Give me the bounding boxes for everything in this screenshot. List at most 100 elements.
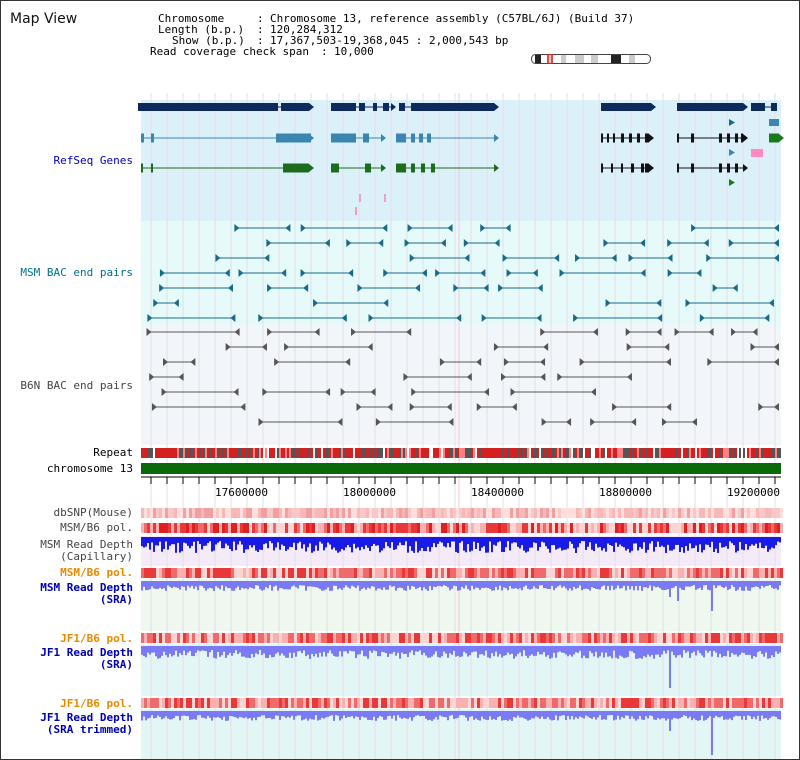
read-depth-bar <box>471 581 473 586</box>
heat-cell <box>522 523 525 533</box>
heat-cell <box>156 633 159 643</box>
read-depth-bar <box>219 537 221 542</box>
read-depth-bar <box>467 711 469 721</box>
track-label-msm-pol-1[interactable]: MSM/B6 pol. <box>60 521 133 534</box>
read-depth-bar <box>417 646 419 652</box>
heat-cell <box>558 568 561 578</box>
heat-cell <box>729 523 732 533</box>
track-label-jf1-depth-trimmed[interactable]: JF1 Read Depth <box>40 711 133 724</box>
repeat-segment <box>657 448 659 458</box>
read-depth-bar <box>747 711 749 716</box>
track-label-msm-depth-capillary[interactable]: MSM Read Depth <box>40 538 133 551</box>
heat-cell <box>333 698 336 708</box>
read-depth-bar <box>667 646 669 651</box>
read-depth-bar <box>225 711 227 721</box>
track-label-repeat[interactable]: Repeat <box>93 446 133 459</box>
track-label-jf1-depth-sra[interactable]: JF1 Read Depth <box>40 646 133 659</box>
read-depth-bar <box>467 646 469 657</box>
bac-end-marker <box>266 239 272 247</box>
heat-cell <box>615 508 618 518</box>
read-depth-bar <box>683 646 685 651</box>
read-depth-bar <box>441 646 443 657</box>
gene-exon <box>677 133 679 143</box>
repeat-segment <box>725 448 727 458</box>
read-depth-bar <box>261 537 263 550</box>
read-depth-bar <box>299 711 301 716</box>
read-depth-bar <box>405 537 407 542</box>
chromosome-ideogram[interactable] <box>531 54 651 64</box>
read-depth-bar <box>213 537 215 551</box>
read-depth-bar <box>253 581 255 589</box>
heat-cell <box>501 523 504 533</box>
read-depth-bar <box>401 711 403 719</box>
read-depth-bar <box>611 711 613 716</box>
heat-cell <box>348 698 351 708</box>
read-depth-bar <box>431 537 433 548</box>
bac-end-marker <box>666 403 672 411</box>
read-depth-bar <box>355 711 357 717</box>
bac-end-marker <box>448 418 454 426</box>
track-label-msm-pol-2[interactable]: MSM/B6 pol. <box>60 566 133 579</box>
read-depth-bar <box>219 711 221 719</box>
heat-cell <box>603 633 606 643</box>
heat-cell <box>714 633 717 643</box>
read-depth-bar <box>369 581 371 589</box>
read-depth-bar <box>499 581 501 586</box>
read-depth-bar <box>391 581 393 587</box>
read-depth-bar <box>405 646 407 654</box>
bac-end-marker <box>163 358 169 366</box>
repeat-segment <box>679 448 681 458</box>
heat-cell <box>765 508 768 518</box>
repeat-segment <box>211 448 213 458</box>
track-label-b6n-bac[interactable]: B6N BAC end pairs <box>20 379 133 392</box>
track-label-chromosome[interactable]: chromosome 13 <box>46 462 133 475</box>
read-depth-bar <box>709 537 711 548</box>
read-depth-bar <box>589 581 591 591</box>
track-label-jf1-pol-2[interactable]: JF1/B6 pol. <box>60 697 133 710</box>
read-depth-bar <box>467 581 469 590</box>
heat-cell <box>150 523 153 533</box>
heat-cell <box>369 523 372 533</box>
heat-cell <box>732 508 735 518</box>
heat-cell <box>576 508 579 518</box>
read-depth-bar <box>237 711 239 719</box>
read-depth-bar <box>769 537 771 550</box>
track-label-refseq[interactable]: RefSeq Genes <box>53 154 133 167</box>
track-label-msm-depth-capillary-sub: (Capillary) <box>60 550 133 563</box>
read-depth-bar <box>477 537 479 543</box>
heat-cell <box>285 633 288 643</box>
read-depth-bar <box>157 646 159 659</box>
read-depth-bar <box>159 537 161 542</box>
read-depth-bar <box>185 711 187 717</box>
repeat-segment <box>243 448 245 458</box>
heat-cell <box>216 523 219 533</box>
read-depth-bar <box>409 646 411 653</box>
heat-cell <box>348 568 351 578</box>
read-depth-bar <box>493 581 495 591</box>
heat-cell <box>165 698 168 708</box>
read-depth-bar <box>495 537 497 546</box>
track-label-dbsnp[interactable]: dbSNP(Mouse) <box>53 506 133 519</box>
bac-end-marker <box>732 284 738 292</box>
read-depth-bar <box>579 537 581 544</box>
read-depth-bar <box>395 711 397 721</box>
repeat-segment <box>753 448 755 458</box>
read-depth-bar <box>367 537 369 548</box>
track-label-msm-bac[interactable]: MSM BAC end pairs <box>20 266 133 279</box>
heat-cell <box>312 568 315 578</box>
heat-cell <box>423 633 426 643</box>
track-label-msm-depth-sra[interactable]: MSM Read Depth <box>40 581 133 594</box>
repeat-segment <box>363 448 365 458</box>
bac-end-marker <box>626 373 632 381</box>
read-depth-bar <box>199 711 201 716</box>
read-depth-bar <box>427 581 429 591</box>
track-label-jf1-pol-1[interactable]: JF1/B6 pol. <box>60 632 133 645</box>
heat-cell <box>186 633 189 643</box>
read-depth-bar <box>683 711 685 716</box>
read-depth-bar <box>733 711 735 717</box>
gene-exon <box>769 133 779 143</box>
read-depth-bar <box>541 581 543 586</box>
heat-cell <box>723 698 726 708</box>
read-depth-bar <box>389 711 391 716</box>
